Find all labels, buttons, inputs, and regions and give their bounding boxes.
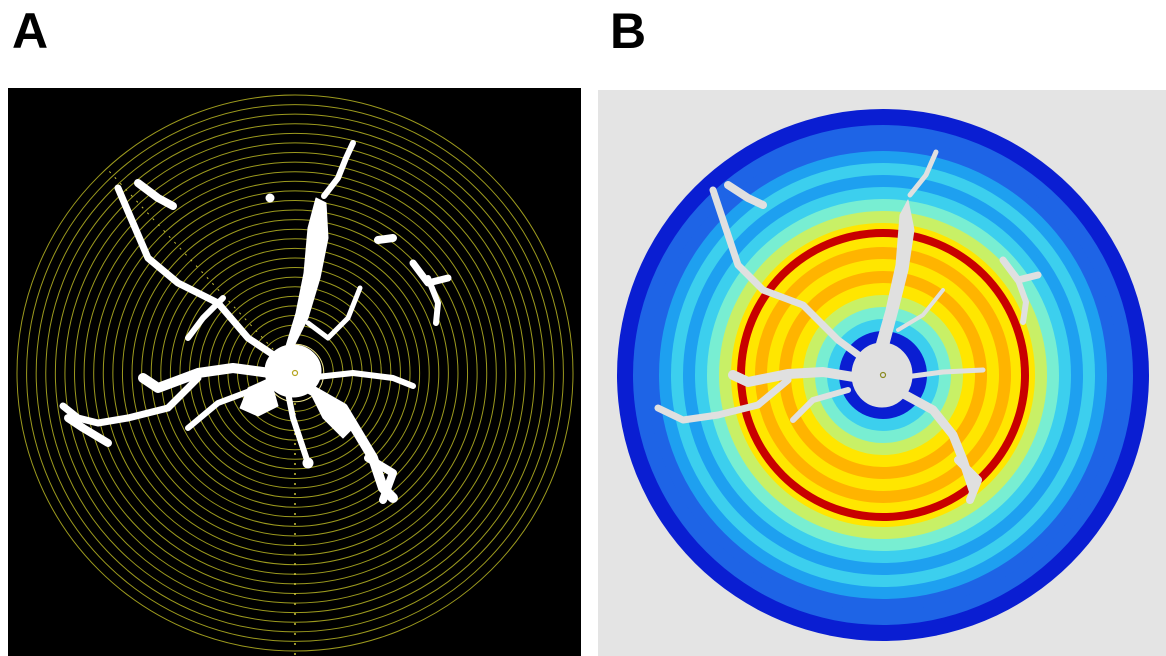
sholl-ring bbox=[141, 219, 449, 527]
panel-label-b: B bbox=[610, 3, 647, 59]
sholl-ring bbox=[54, 132, 536, 614]
panel-b-heatmap-image bbox=[598, 90, 1166, 656]
sholl-ring bbox=[169, 247, 421, 499]
sholl-ring bbox=[121, 199, 469, 547]
soma-center-marker-b bbox=[879, 371, 887, 379]
sholl-ring bbox=[131, 209, 459, 537]
panel-label-a: A bbox=[12, 3, 49, 59]
sholl-ring bbox=[35, 113, 555, 633]
sholl-ring bbox=[112, 190, 478, 556]
sholl-ring bbox=[45, 123, 545, 623]
soma-center-marker bbox=[291, 369, 299, 377]
sholl-ring bbox=[160, 238, 430, 508]
panel-a-sholl-image bbox=[8, 88, 581, 656]
cell-silhouette-overlay bbox=[654, 149, 1042, 504]
sholl-ring bbox=[26, 104, 564, 642]
sholl-ring bbox=[16, 94, 574, 652]
sholl-ring bbox=[179, 257, 411, 489]
sholl-ring bbox=[150, 228, 440, 518]
